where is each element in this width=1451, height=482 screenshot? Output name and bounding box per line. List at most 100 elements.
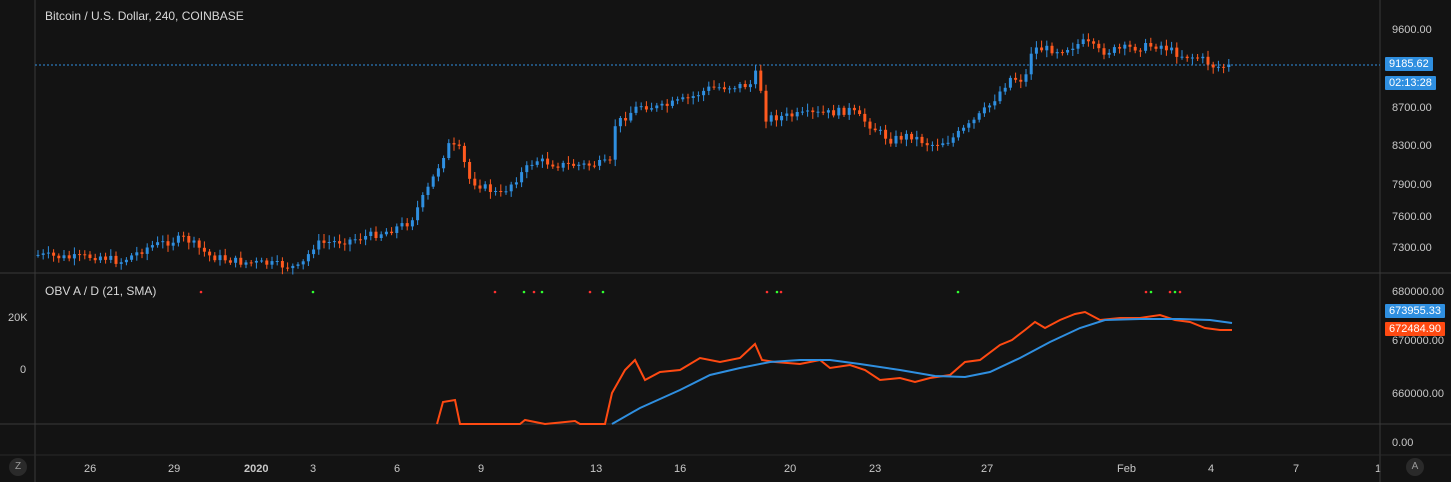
candle-body	[1071, 48, 1075, 50]
candle-body	[514, 182, 518, 185]
signal-dot	[956, 290, 960, 294]
candle-body	[234, 257, 238, 263]
candle-body	[1154, 46, 1158, 49]
candle-body	[1019, 79, 1023, 82]
candle-body	[436, 168, 440, 177]
candle-body	[1159, 45, 1163, 49]
candle-body	[468, 162, 472, 179]
candle-body	[592, 165, 596, 167]
candle-body	[83, 254, 87, 256]
candle-body	[587, 163, 591, 166]
candle-body	[1222, 66, 1226, 68]
candle-body	[457, 144, 461, 146]
candle-body	[650, 108, 654, 110]
candle-body	[972, 119, 976, 124]
auto-scale-button[interactable]: A	[1406, 458, 1424, 476]
candle-body	[494, 191, 498, 192]
time-label: 2020	[244, 463, 269, 475]
candle-body	[275, 261, 279, 262]
candle-body	[904, 133, 908, 140]
candle-body	[540, 158, 544, 162]
candle-body	[192, 240, 196, 243]
candle-body	[301, 261, 305, 265]
candle-body	[681, 97, 685, 100]
candle-body	[1227, 64, 1231, 67]
candle-body	[280, 261, 284, 268]
candle-body	[644, 106, 648, 110]
candle-body	[509, 184, 513, 192]
candle-body	[696, 95, 700, 97]
candle-body	[951, 137, 955, 143]
candle-body	[182, 235, 186, 237]
candle-body	[114, 255, 118, 264]
price-tick: 8700.00	[1392, 102, 1432, 114]
signal-dot	[1144, 290, 1148, 294]
price-tick: 8300.00	[1392, 140, 1432, 152]
candle-body	[410, 220, 414, 227]
candle-body	[1164, 45, 1168, 51]
chart-title: Bitcoin / U.S. Dollar, 240, COINBASE	[45, 9, 244, 23]
candle-body	[982, 107, 986, 114]
candle-body	[93, 258, 97, 261]
signal-dot	[493, 290, 497, 294]
indicator-right-tick: 670000.00	[1392, 335, 1444, 347]
signal-dot	[1168, 290, 1172, 294]
candle-body	[1081, 39, 1085, 44]
time-label: Feb	[1117, 463, 1136, 475]
candle-body	[878, 129, 882, 131]
candle-body	[821, 111, 825, 113]
candle-body	[322, 240, 326, 243]
candle-body	[670, 100, 674, 106]
indicator-blue-line	[611, 318, 1233, 425]
candle-body	[551, 164, 555, 167]
zoom-button[interactable]: Z	[9, 458, 27, 476]
candle-body	[478, 185, 482, 189]
indicator-orange-line	[436, 310, 1232, 426]
signal-dot	[1178, 290, 1182, 294]
candle-body	[1086, 39, 1090, 42]
candle-body	[618, 118, 622, 127]
candle-body	[119, 262, 123, 264]
candle-body	[265, 260, 269, 265]
candle-body	[1102, 48, 1106, 55]
candle-body	[499, 191, 503, 192]
candle-body	[187, 236, 191, 243]
candle-body	[535, 161, 539, 165]
candle-body	[780, 115, 784, 121]
candle-body	[624, 118, 628, 121]
candle-body	[1003, 87, 1007, 92]
candle-body	[1175, 47, 1179, 57]
candle-body	[343, 243, 347, 245]
time-label: 13	[590, 463, 603, 475]
candle-body	[369, 231, 373, 236]
candle-body	[1055, 52, 1059, 54]
signal-dot	[765, 290, 769, 294]
candle-body	[800, 111, 804, 113]
candle-body	[1107, 52, 1111, 55]
candle-body	[1133, 46, 1137, 51]
candle-body	[249, 262, 253, 264]
candle-body	[998, 91, 1002, 102]
candle-body	[1045, 45, 1049, 51]
candle-body	[899, 135, 903, 140]
candle-body	[145, 247, 149, 254]
time-label: 27	[981, 463, 994, 475]
candle-body	[431, 176, 435, 187]
candle-body	[296, 264, 300, 266]
candle-body	[197, 240, 201, 248]
candle-body	[1024, 74, 1028, 82]
time-label: 3	[310, 463, 317, 475]
candle-body	[712, 86, 716, 88]
candle-body	[1201, 56, 1205, 59]
candle-body	[166, 241, 170, 246]
candle-body	[421, 195, 425, 208]
candle-body	[847, 107, 851, 115]
candle-body	[1123, 44, 1127, 49]
candle-body	[722, 87, 726, 90]
candle-body	[306, 254, 310, 262]
candle-body	[416, 207, 420, 221]
indicator-right-tick: 660000.00	[1392, 388, 1444, 400]
candle-body	[811, 110, 815, 113]
candle-body	[806, 110, 810, 112]
